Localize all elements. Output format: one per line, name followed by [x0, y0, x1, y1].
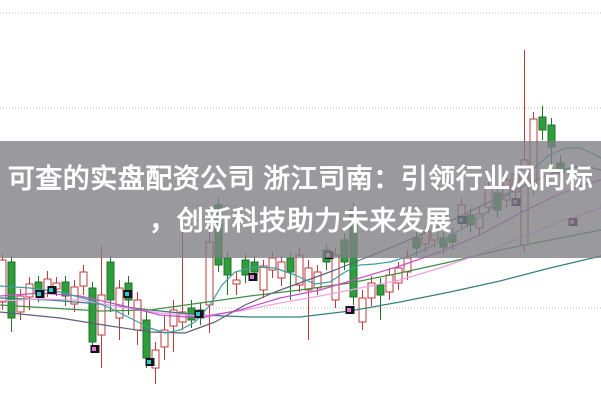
candle-up: [259, 265, 268, 291]
candle-up: [115, 287, 124, 319]
trade-marker-dot: [347, 308, 351, 312]
candle-down: [376, 284, 385, 296]
candle-up: [268, 257, 277, 271]
candle-up: [133, 299, 142, 331]
candle-down: [7, 261, 16, 319]
candle-down: [286, 257, 295, 273]
candle-up: [295, 254, 304, 286]
headline-line2: ，创新科技助力未来发展: [149, 205, 452, 236]
candle-up: [0, 259, 7, 303]
candle-down: [538, 116, 547, 131]
candle-up: [403, 257, 412, 273]
headline-banner: 可查的实盘配资公司 浙江司南：引领行业风向标 ，创新科技助力未来发展: [0, 141, 601, 258]
candle-down: [241, 259, 250, 276]
trade-marker-dot: [37, 292, 41, 296]
candle-down: [223, 257, 232, 276]
candle-up: [25, 283, 34, 298]
candle-up: [385, 274, 394, 293]
trade-marker-dot: [49, 288, 53, 292]
headline-line1: 可查的实盘配资公司 浙江司南：引领行业风向标: [7, 163, 594, 194]
trade-marker-dot: [125, 292, 129, 296]
trade-marker-dot: [250, 275, 254, 279]
candle-down: [61, 281, 70, 297]
candle-up: [97, 294, 106, 336]
candle-up: [394, 267, 403, 284]
trade-marker-dot: [92, 347, 96, 351]
trade-marker-dot: [196, 312, 200, 316]
candle-up: [16, 295, 25, 313]
candle-up: [160, 329, 169, 348]
candle-up: [79, 271, 88, 287]
candle-down: [106, 261, 115, 301]
candle-up: [232, 279, 241, 285]
candle-up: [358, 297, 367, 323]
candle-up: [169, 309, 178, 327]
trade-marker-dot: [147, 360, 151, 364]
candle-up: [367, 282, 376, 299]
candle-up: [313, 271, 322, 289]
candle-down: [88, 287, 97, 343]
